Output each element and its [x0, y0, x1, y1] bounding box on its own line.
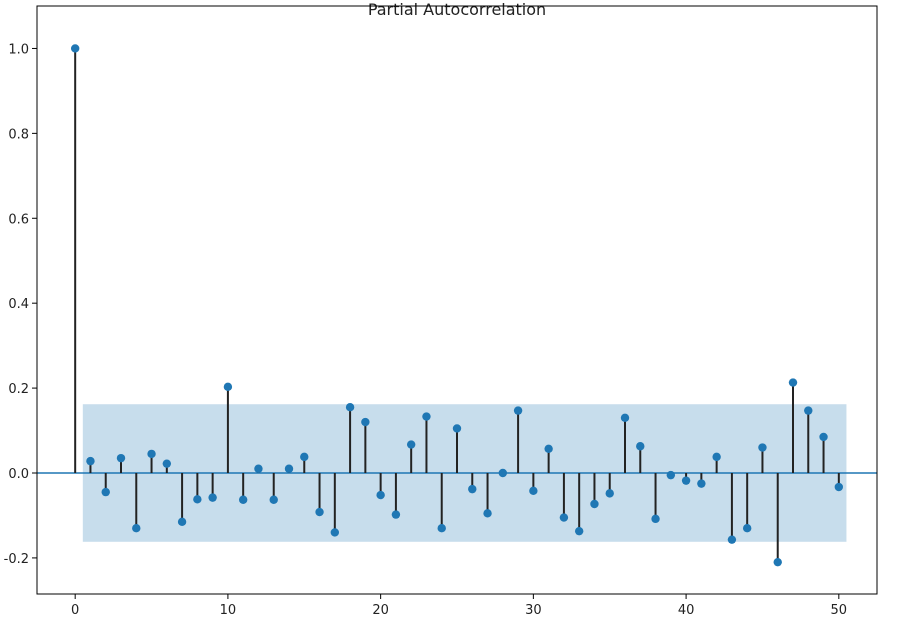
plot-frame	[36, 5, 878, 595]
marker-lag-32	[559, 513, 569, 522]
marker-lag-6	[162, 459, 172, 468]
marker-lag-18	[345, 402, 355, 412]
marker-lag-2	[101, 487, 110, 497]
marker-lag-16	[315, 507, 324, 517]
x-tick-label: 30	[525, 603, 542, 618]
marker-lag-28	[498, 468, 508, 478]
x-tick-label: 0	[71, 603, 79, 618]
marker-lag-13	[269, 495, 278, 504]
y-axis: -0.2 0.0 0.2 0.4 0.6 0.8 1.0	[4, 42, 37, 567]
x-tick-label: 50	[831, 603, 848, 618]
marker-lag-21	[391, 510, 401, 519]
marker-lag-35	[605, 489, 614, 498]
marker-lag-43	[727, 535, 737, 544]
y-tick-label: 0.8	[8, 127, 29, 142]
y-tick-label: 0.2	[8, 382, 29, 397]
marker-lag-22	[406, 440, 416, 449]
marker-lag-39	[666, 470, 676, 480]
marker-lag-29	[513, 406, 523, 415]
marker-lag-15	[300, 452, 309, 462]
marker-lag-3	[116, 453, 126, 463]
marker-lag-25	[452, 424, 462, 433]
y-tick-label: 0.4	[8, 297, 29, 312]
marker-lag-1	[86, 456, 95, 466]
marker-lag-9	[208, 493, 217, 502]
marker-lag-38	[651, 514, 660, 524]
marker-layer	[70, 44, 844, 567]
y-tick-label: 0.6	[8, 212, 29, 227]
marker-lag-50	[834, 482, 844, 492]
marker-lag-37	[636, 442, 645, 451]
x-axis: 0 10 20 30 40 50	[71, 594, 847, 618]
marker-lag-24	[437, 523, 446, 533]
marker-lag-26	[468, 484, 477, 494]
marker-lag-41	[697, 479, 706, 488]
marker-lag-44	[742, 523, 752, 533]
marker-lag-40	[681, 476, 691, 485]
x-tick-label: 10	[220, 603, 237, 618]
marker-lag-45	[758, 443, 767, 452]
marker-lag-36	[620, 413, 630, 423]
marker-lag-7	[177, 517, 187, 527]
marker-lag-11	[238, 495, 248, 504]
marker-lag-8	[193, 495, 202, 504]
y-tick-label: 1.0	[8, 42, 29, 57]
marker-lag-10	[223, 382, 233, 392]
y-tick-label: 0.0	[8, 467, 29, 482]
marker-lag-17	[330, 528, 340, 537]
marker-lag-46	[773, 557, 782, 567]
marker-lag-19	[361, 417, 370, 427]
marker-lag-14	[284, 464, 294, 473]
marker-lag-42	[712, 452, 721, 462]
marker-lag-12	[254, 464, 263, 473]
x-tick-label: 40	[678, 603, 695, 618]
marker-lag-49	[819, 432, 828, 442]
marker-lag-20	[376, 490, 385, 500]
x-tick-label: 20	[372, 603, 389, 618]
marker-lag-30	[529, 486, 538, 496]
marker-lag-34	[590, 499, 599, 509]
marker-lag-4	[132, 523, 141, 533]
marker-lag-23	[422, 412, 431, 421]
chart-title: Partial Autocorrelation	[368, 0, 546, 19]
marker-lag-27	[483, 509, 492, 518]
marker-lag-0	[70, 44, 80, 53]
marker-lag-33	[574, 526, 584, 536]
marker-lag-47	[788, 378, 798, 387]
marker-lag-31	[544, 444, 553, 454]
marker-lag-48	[804, 406, 813, 415]
marker-lag-5	[147, 449, 156, 459]
y-tick-label: -0.2	[4, 552, 29, 567]
